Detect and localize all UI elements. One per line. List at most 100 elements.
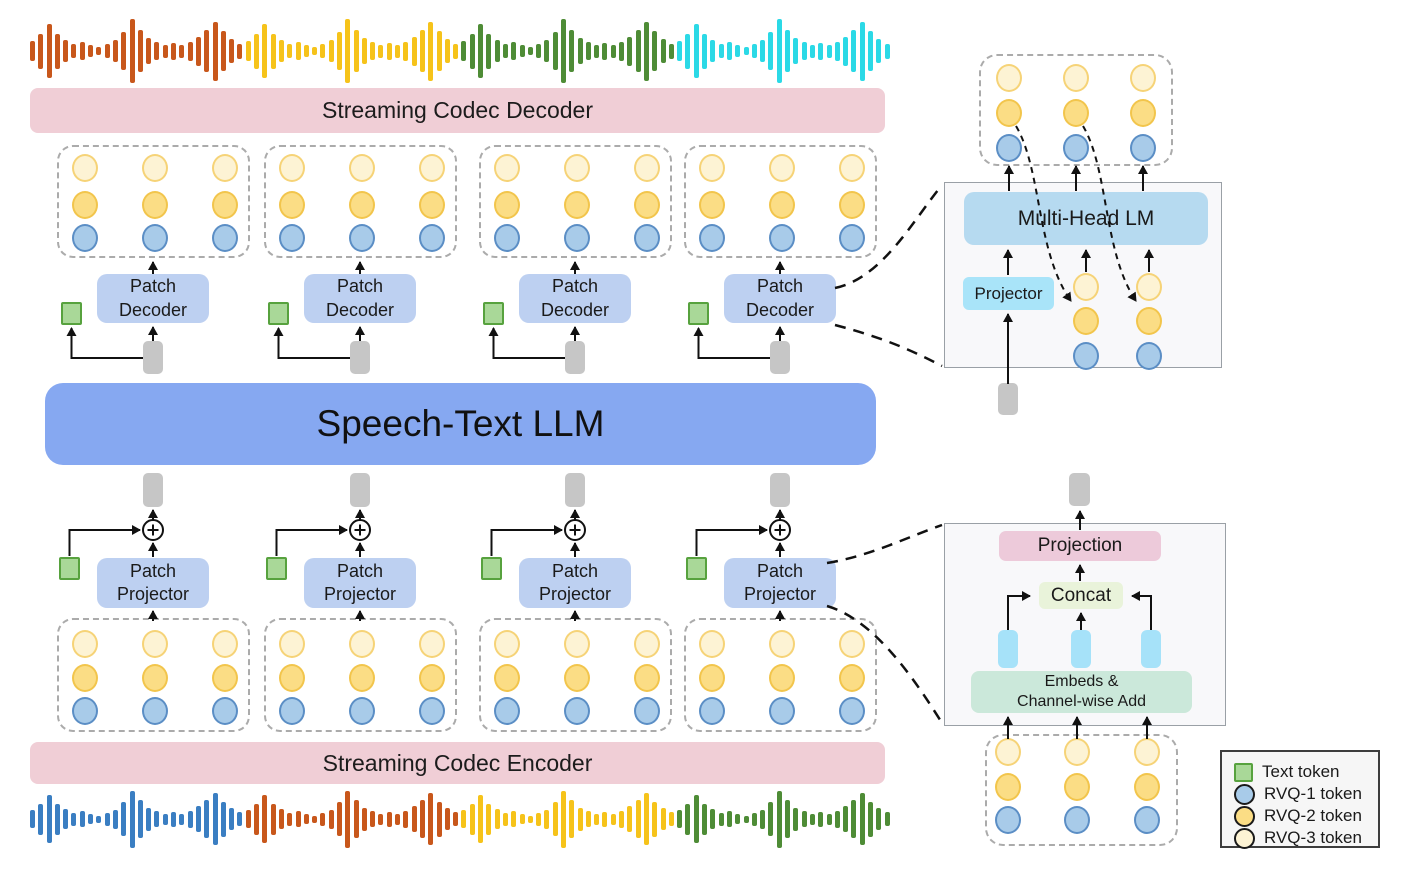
encoder-token-box <box>684 618 877 732</box>
waveform-bar <box>96 815 102 823</box>
projection-label: Projection <box>1037 535 1123 556</box>
waveform-bar <box>511 811 517 827</box>
patch-decoder-label: Patch Decoder <box>745 276 815 320</box>
rvq3-token-circle <box>72 630 98 658</box>
legend-item: RVQ-1 token <box>1234 783 1378 805</box>
waveform-bar <box>785 800 791 838</box>
arrow <box>490 525 563 556</box>
patch-decoder-box: Patch Decoder <box>304 274 416 323</box>
waveform-bar <box>668 43 674 59</box>
waveform-bar <box>229 39 235 63</box>
patch-decoder-box: Patch Decoder <box>724 274 836 323</box>
waveform-bar <box>710 40 716 62</box>
arrow <box>68 525 141 556</box>
rvq3-token-circle <box>494 154 520 182</box>
llm-hidden-state-pill <box>350 341 370 374</box>
waveform-bar <box>627 806 633 832</box>
decoder-output-token-box <box>684 145 877 258</box>
waveform-bar <box>195 806 201 832</box>
waveform-bar <box>278 809 284 829</box>
encoder-token-box <box>264 618 457 732</box>
waveform-bar <box>303 45 309 57</box>
waveform-bar <box>453 43 459 59</box>
waveform-bar <box>693 24 699 78</box>
waveform-bar <box>818 811 824 827</box>
waveform-bar <box>718 44 724 58</box>
rvq1-token-circle <box>349 224 375 252</box>
waveform-bar <box>262 24 268 78</box>
rvq3-token-circle <box>564 154 590 182</box>
patch-embedding-pill <box>1069 473 1090 506</box>
legend-item: RVQ-2 token <box>1234 805 1378 827</box>
rvq2-token-circle <box>1134 773 1160 801</box>
patch-decoder-label: Patch Decoder <box>540 276 610 320</box>
callout-line <box>834 323 943 368</box>
projection-box: Projection <box>999 531 1161 561</box>
rvq1-token-circle <box>769 224 795 252</box>
rvq1-token-circle <box>72 697 98 725</box>
plus-icon <box>147 524 159 536</box>
rvq1-token-circle <box>494 224 520 252</box>
llm-hidden-state-pill <box>998 383 1018 415</box>
waveform-bar <box>511 42 517 60</box>
waveform-bar <box>519 45 525 57</box>
waveform-bar <box>502 812 508 826</box>
streaming-codec-encoder-bar: Streaming Codec Encoder <box>30 742 885 784</box>
rvq2-token-circle <box>839 664 865 692</box>
legend-label: Text token <box>1262 762 1340 781</box>
audio-waveform-output <box>30 18 890 84</box>
waveform-bar <box>577 807 583 831</box>
waveform-bar <box>204 800 210 838</box>
rvq1-token-circle <box>1063 134 1089 162</box>
rvq1-token-circle <box>769 697 795 725</box>
waveform-bar <box>71 812 77 826</box>
waveform-bar <box>63 40 69 62</box>
rvq2-token-circle <box>1064 773 1090 801</box>
waveform-bar <box>38 803 44 835</box>
streaming-codec-decoder-bar: Streaming Codec Decoder <box>30 88 885 133</box>
rvq2-token-circle <box>212 664 238 692</box>
rvq2-token-circle <box>996 99 1022 127</box>
waveform-bar <box>677 41 683 61</box>
arrow <box>488 327 565 359</box>
waveform-bar <box>561 19 566 83</box>
rvq2-token-circle <box>494 191 520 219</box>
waveform-bar <box>818 42 824 60</box>
waveform-bar <box>361 807 367 831</box>
waveform-bar <box>859 793 865 845</box>
waveform-bar <box>129 790 135 848</box>
waveform-bar <box>46 24 52 78</box>
rvq1-token-circle <box>494 697 520 725</box>
rvq2-token-circle <box>1063 99 1089 127</box>
rvq3-token-circle <box>279 630 305 658</box>
waveform-bar <box>154 811 160 827</box>
plus-icon <box>354 524 366 536</box>
rvq2-token-circle <box>349 664 375 692</box>
rvq2-token-circle <box>279 191 305 219</box>
waveform-bar <box>204 30 210 72</box>
waveform-bar <box>884 812 890 826</box>
concat-box: Concat <box>1039 582 1123 609</box>
rvq3-token-circle <box>769 154 795 182</box>
speech-text-llm-bar: Speech-Text LLM <box>45 383 876 465</box>
rvq2-token-circle <box>1136 307 1162 335</box>
rvq2-token-circle <box>419 191 445 219</box>
waveform-bar <box>212 21 218 81</box>
rvq3-token-circle <box>1136 273 1162 301</box>
llm-input-pill <box>350 473 370 507</box>
embeds-channel-wise-add-box: Embeds & Channel-wise Add <box>971 671 1192 713</box>
waveform-bar <box>38 33 44 69</box>
rvq3-token-circle <box>564 630 590 658</box>
waveform-bar <box>104 44 110 58</box>
waveform-bar <box>254 803 260 835</box>
rvq1-token-circle <box>212 224 238 252</box>
rvq3-token-circle <box>1063 64 1089 92</box>
rvq1-token-circle <box>1073 342 1099 370</box>
waveform-bar <box>760 40 766 62</box>
waveform-bar <box>229 808 235 830</box>
waveform-bar <box>619 41 625 61</box>
rvq1-token-circle <box>1130 134 1156 162</box>
rvq2-token-circle <box>1130 99 1156 127</box>
waveform-bar <box>569 800 575 838</box>
